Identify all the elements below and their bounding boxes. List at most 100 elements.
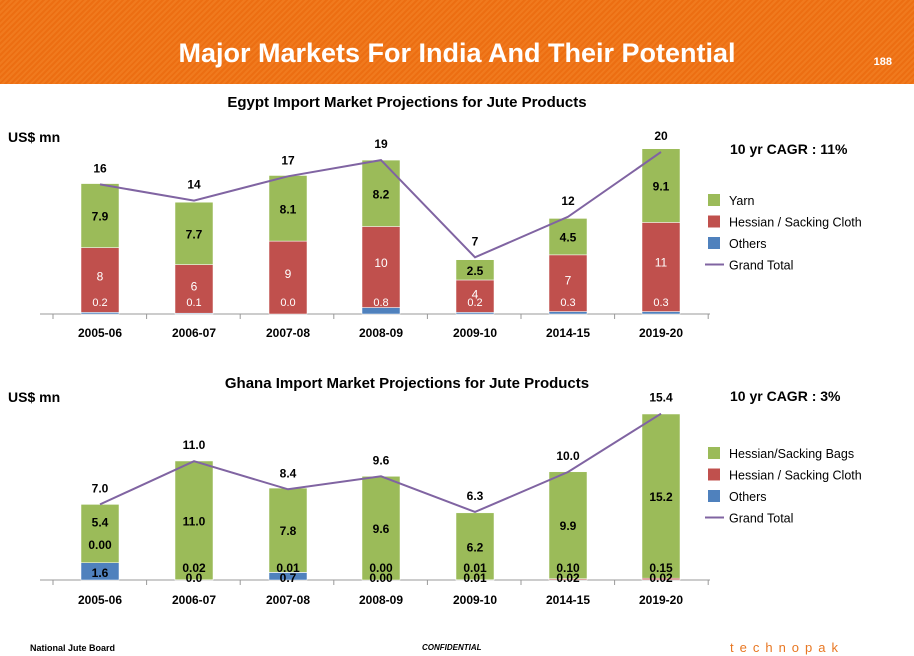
data-label-yarn: 9.1 <box>653 180 670 194</box>
bar-hessian-sacking-cloth <box>361 226 401 308</box>
data-label-total: 17 <box>281 153 295 167</box>
data-label-yarn: 4.5 <box>560 231 577 245</box>
legend-entry: Hessian / Sacking Cloth <box>729 469 862 483</box>
cagr-annotation: 10 yr CAGR : 11% <box>730 141 848 157</box>
data-label-others: 0.01 <box>463 571 487 585</box>
data-label-others: 0.2 <box>467 297 482 309</box>
data-label-hessian-bags: 9.6 <box>373 522 390 536</box>
data-label-others: 0.2 <box>92 297 107 309</box>
bar-hessian-sacking-bags <box>268 487 308 573</box>
data-label-hessian-bags: 15.2 <box>649 490 673 504</box>
data-label-total: 12 <box>561 194 575 208</box>
bar-hessian-sacking-cloth <box>80 247 120 313</box>
x-tick-label: 2006-07 <box>172 326 216 340</box>
bar-hessian-sacking-cloth <box>548 254 588 312</box>
bar-yarn <box>80 183 120 248</box>
data-label-hessian-cloth: 11 <box>655 256 668 270</box>
data-label-hessian-cloth: 6 <box>191 279 198 293</box>
data-label-total: 8.4 <box>280 466 297 480</box>
footer-logo-text: technopak <box>730 640 844 655</box>
data-label-total: 19 <box>374 137 388 151</box>
footer-confidential: CONFIDENTIAL <box>422 643 482 652</box>
data-label-total: 16 <box>93 161 107 175</box>
data-label-yarn: 2.5 <box>467 264 484 278</box>
data-label-hessian-cloth: 7 <box>565 273 572 287</box>
data-label-total: 7.0 <box>92 481 109 495</box>
bar-yarn <box>361 159 401 227</box>
x-tick-label: 2008-09 <box>359 593 403 607</box>
x-tick-label: 2014-15 <box>546 593 590 607</box>
bar-yarn <box>455 259 495 281</box>
x-tick-label: 2009-10 <box>453 326 497 340</box>
legend-swatch <box>708 468 720 481</box>
legend-entry: Grand Total <box>729 512 793 526</box>
x-tick-label: 2007-08 <box>266 326 310 340</box>
y-axis-label: US$ mn <box>8 389 60 405</box>
legend-entry: Grand Total <box>729 259 793 273</box>
title-banner: Major Markets For India And Their Potent… <box>0 0 914 84</box>
data-label-others: 0.1 <box>186 297 201 309</box>
bar-hessian-sacking-cloth <box>174 264 214 314</box>
data-label-hessian-bags: 9.9 <box>560 519 577 533</box>
line-grand-total <box>99 151 662 259</box>
x-tick-label: 2005-06 <box>78 326 122 340</box>
data-label-hessian-cloth: 0.15 <box>649 561 673 575</box>
data-label-total: 11.0 <box>183 438 206 452</box>
data-label-hessian-cloth: 8 <box>97 270 104 284</box>
data-label-others: 0.3 <box>653 297 668 309</box>
data-label-others: 0.3 <box>560 297 575 309</box>
legend-entry: Others <box>729 490 767 504</box>
data-label-others: 0.0 <box>186 571 203 585</box>
bar-hessian-sacking-bags <box>361 476 401 581</box>
legend-swatch <box>708 215 720 228</box>
data-label-others: 0.02 <box>649 571 673 585</box>
data-label-hessian-bags: 11.0 <box>183 514 206 528</box>
legend-entry: Hessian / Sacking Cloth <box>729 216 862 230</box>
data-label-total: 14 <box>187 178 201 192</box>
x-tick-label: 2019-20 <box>639 326 683 340</box>
charts-area: Egypt Import Market Projections for Jute… <box>8 94 862 607</box>
x-tick-label: 2008-09 <box>359 326 403 340</box>
data-label-hessian-cloth: 4 <box>472 288 479 302</box>
data-label-yarn: 8.1 <box>280 202 297 216</box>
data-label-total: 6.3 <box>467 489 484 503</box>
bar-others <box>641 311 681 315</box>
data-label-hessian-bags: 6.2 <box>467 540 484 554</box>
line-grand-total <box>99 412 662 514</box>
data-label-hessian-cloth: 9 <box>285 267 292 281</box>
data-label-yarn: 8.2 <box>373 187 390 201</box>
legend-swatch <box>708 490 720 502</box>
data-label-others: 0.0 <box>280 297 295 309</box>
legend-entry: Hessian/Sacking Bags <box>729 447 854 461</box>
page-title: Major Markets For India And Their Potent… <box>178 38 736 68</box>
bar-hessian-sacking-bags <box>641 413 681 579</box>
legend-entry: Others <box>729 237 767 251</box>
legend-swatch <box>708 237 720 249</box>
data-label-hessian-cloth: 0.00 <box>369 561 393 575</box>
bar-hessian-sacking-cloth <box>455 279 495 313</box>
data-label-hessian-bags: 5.4 <box>92 516 109 530</box>
y-axis-label: US$ mn <box>8 129 60 145</box>
data-label-others: 0.00 <box>369 571 393 585</box>
page-number: 188 <box>873 56 892 68</box>
legend-entry: Yarn <box>729 194 755 208</box>
cagr-annotation: 10 yr CAGR : 3% <box>730 388 841 404</box>
bar-others <box>548 311 588 315</box>
x-tick-label: 2009-10 <box>453 593 497 607</box>
data-label-hessian-cloth: 0.02 <box>182 561 206 575</box>
data-label-hessian-cloth: 0.00 <box>88 538 112 552</box>
x-tick-label: 2005-06 <box>78 593 122 607</box>
x-tick-label: 2007-08 <box>266 593 310 607</box>
x-tick-label: 2006-07 <box>172 593 216 607</box>
bar-hessian-sacking-bags <box>174 460 214 581</box>
bar-yarn <box>174 201 214 265</box>
chart-title: Egypt Import Market Projections for Jute… <box>227 94 586 111</box>
data-label-total: 10.0 <box>556 449 580 463</box>
data-label-others: 0.8 <box>373 297 388 309</box>
data-label-total: 15.4 <box>649 391 673 405</box>
data-label-hessian-cloth: 10 <box>374 256 388 270</box>
data-label-hessian-cloth: 0.01 <box>463 561 487 575</box>
data-label-total: 20 <box>654 129 668 143</box>
data-label-total: 9.6 <box>373 453 390 467</box>
data-label-total: 7 <box>472 234 479 248</box>
